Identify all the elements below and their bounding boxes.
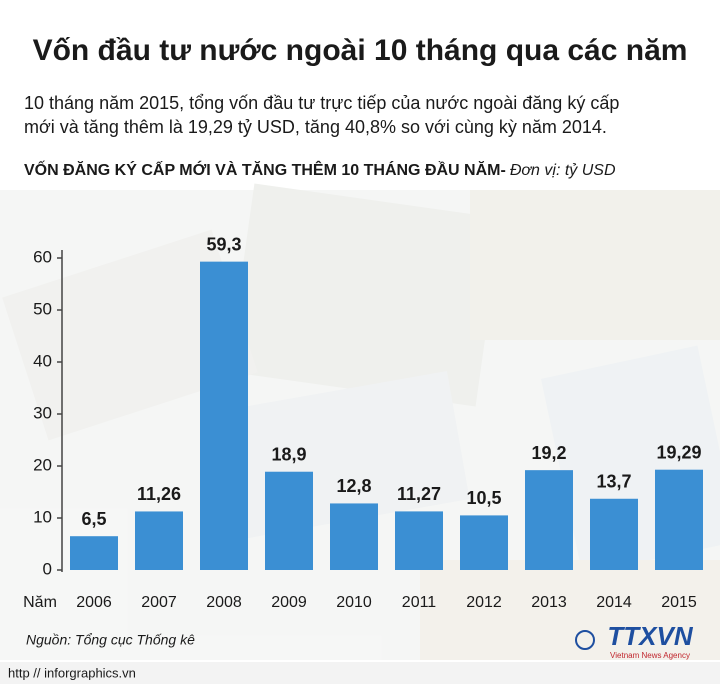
x-tick-label: 2007	[141, 594, 177, 611]
bar	[655, 469, 703, 570]
bar	[525, 470, 573, 570]
x-tick-label: 2006	[76, 594, 112, 611]
x-tick-label: 2008	[206, 594, 242, 611]
bar	[135, 511, 183, 570]
value-label: 10,5	[466, 488, 501, 508]
x-tick-label: 2009	[271, 594, 307, 611]
heading-text: VỐN ĐĂNG KÝ CẤP MỚI VÀ TĂNG THÊM 10 THÁN…	[24, 159, 506, 179]
chart-title: Vốn đầu tư nước ngoài 10 tháng qua các n…	[33, 34, 688, 67]
chart-heading: VỐN ĐĂNG KÝ CẤP MỚI VÀ TĂNG THÊM 10 THÁN…	[24, 159, 616, 179]
bar	[265, 471, 313, 570]
subtitle-line: 10 tháng năm 2015, tổng vốn đầu tư trực …	[24, 93, 619, 113]
value-label: 12,8	[336, 476, 371, 496]
y-tick-label: 30	[33, 403, 52, 422]
value-label: 59,3	[206, 234, 241, 254]
unit: Đơn vị: tỷ USD	[510, 162, 616, 179]
value-label: 11,26	[137, 484, 181, 504]
y-tick-label: 20	[33, 455, 52, 474]
bar	[70, 536, 118, 570]
bar	[590, 498, 638, 570]
source: Nguồn: Tổng cục Thống kê	[26, 632, 195, 648]
bar	[200, 261, 248, 570]
x-tick-label: 2013	[531, 594, 567, 611]
x-tick-label: 2012	[466, 594, 502, 611]
footer-bar	[0, 662, 720, 684]
x-tick-label: 2014	[596, 594, 632, 611]
value-label: 19,2	[531, 443, 566, 463]
y-tick-label: 50	[33, 299, 52, 318]
value-label: 6,5	[81, 509, 106, 529]
footer-url: http // inforgraphics.vn	[8, 665, 136, 680]
y-tick-label: 0	[43, 559, 52, 578]
subtitle-line: mới và tăng thêm là 19,29 tỷ USD, tăng 4…	[24, 117, 607, 137]
x-tick-label: 2011	[402, 594, 437, 611]
x-tick-label: 2015	[661, 594, 697, 611]
copyright-icon	[575, 630, 595, 650]
bar	[395, 511, 443, 570]
value-label: 13,7	[596, 472, 631, 492]
y-tick-label: 40	[33, 351, 52, 370]
value-label: 19,29	[656, 442, 701, 462]
logo: TTXVN	[607, 621, 693, 651]
y-tick-label: 10	[33, 507, 52, 526]
bar	[460, 515, 508, 570]
y-tick-label: 60	[33, 247, 52, 266]
value-label: 11,27	[397, 484, 441, 504]
x-tick-label: 2010	[336, 594, 372, 611]
agency: Vietnam News Agency	[610, 651, 690, 660]
x-axis-label: Năm	[23, 594, 57, 611]
value-label: 18,9	[271, 444, 306, 464]
money-backdrop	[0, 183, 720, 660]
bar	[330, 503, 378, 570]
